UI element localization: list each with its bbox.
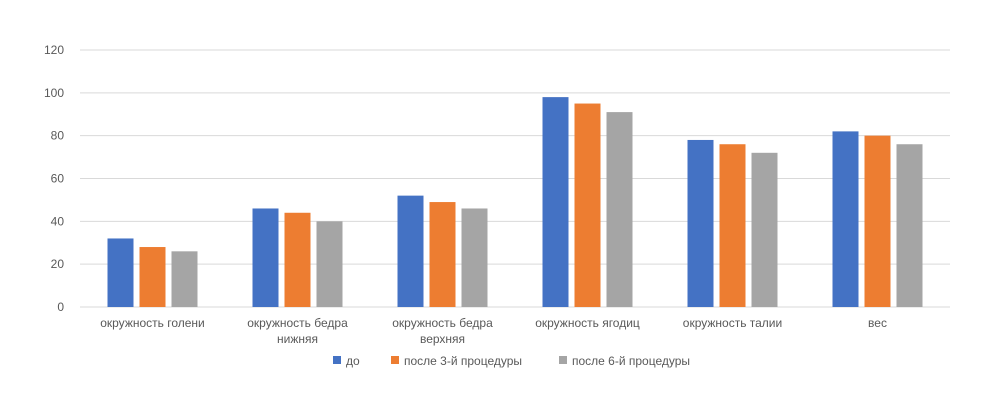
x-category-label: окружность ягодиц [535, 316, 640, 330]
bar-3-category-1 [171, 251, 198, 307]
bar-3-category-6 [896, 144, 923, 307]
x-category-label: окружность голени [100, 316, 205, 330]
bar-2-category-6 [864, 135, 891, 307]
x-category-label: окружность бедра верхняя [392, 316, 493, 346]
legend: до после 3-й процедуры после 6-й процедуры [333, 354, 690, 368]
x-category-label-line: окружность бедра [247, 316, 348, 330]
x-category-label: окружность бедра нижняя [247, 316, 348, 346]
y-tick-label: 40 [51, 214, 65, 228]
bar-3-category-3 [461, 208, 488, 307]
legend-swatch [333, 356, 341, 364]
bar-1-category-4 [542, 97, 569, 307]
legend-swatch [391, 356, 399, 364]
bar-1-category-3 [397, 195, 424, 307]
legend-label: до [346, 354, 360, 368]
y-tick-label: 0 [57, 300, 64, 314]
bars [107, 97, 923, 308]
y-tick-label: 80 [51, 129, 65, 143]
x-category-label-line: верхняя [420, 332, 465, 346]
bar-2-category-5 [719, 144, 746, 307]
bar-1-category-2 [252, 208, 279, 307]
bar-3-category-2 [316, 221, 343, 307]
x-category-label-line: окружность бедра [392, 316, 493, 330]
bar-2-category-1 [139, 247, 166, 307]
bar-1-category-1 [107, 238, 134, 307]
x-category-label-line: окружность голени [100, 316, 205, 330]
bar-2-category-4 [574, 103, 601, 308]
bar-2-category-2 [284, 212, 311, 307]
bar-3-category-4 [606, 112, 633, 307]
x-category-label-line: окружность ягодиц [535, 316, 640, 330]
y-tick-label: 120 [44, 43, 64, 57]
x-category-label-line: окружность талии [683, 316, 782, 330]
y-tick-label: 20 [51, 257, 65, 271]
x-axis-category-labels: окружность голени окружность бедра нижняяо… [100, 316, 887, 346]
legend-swatch [559, 356, 567, 364]
y-tick-label: 60 [51, 172, 65, 186]
legend-label: после 3-й процедуры [404, 354, 522, 368]
y-tick-label: 100 [44, 86, 64, 100]
bar-2-category-3 [429, 202, 456, 307]
bar-3-category-5 [751, 152, 778, 307]
bar-1-category-6 [832, 131, 859, 307]
gridlines [80, 49, 950, 308]
x-category-label-line: вес [868, 316, 887, 330]
x-category-label-line: нижняя [277, 332, 318, 346]
x-category-label: вес [868, 316, 887, 330]
bar-1-category-5 [687, 139, 714, 307]
x-category-label: окружность талии [683, 316, 782, 330]
legend-label: после 6-й процедуры [572, 354, 690, 368]
y-axis-tick-labels: 0 20 40 60 80 100 120 [44, 43, 64, 314]
